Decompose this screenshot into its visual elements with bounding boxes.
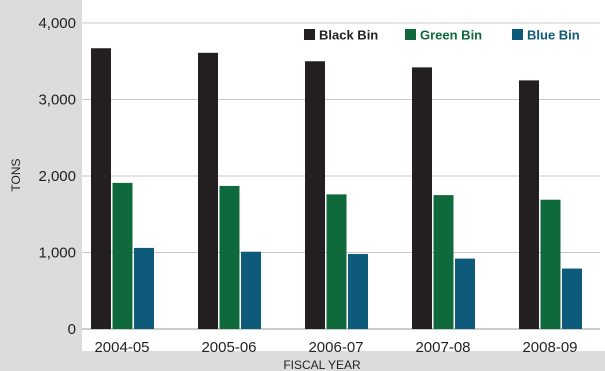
legend: Black Bin Green Bin Blue Bin (304, 28, 580, 43)
bar-black-bin-2007-08 (412, 67, 432, 330)
x-axis-ticks: 2004-05 2005-06 2006-07 2007-08 2008-09 (94, 339, 577, 356)
legend-label: Black Bin (319, 28, 378, 43)
y-axis-title: TONS (9, 158, 23, 191)
panel-corner-curve (0, 351, 605, 371)
y-axis-ticks: 0 1,000 2,000 3,000 4,000 (38, 15, 76, 338)
x-axis-title: FISCAL YEAR (283, 358, 361, 371)
x-tick-label: 2005-06 (201, 339, 256, 356)
x-tick-label: 2004-05 (94, 339, 149, 356)
bar-black-bin-2004-05 (91, 48, 111, 330)
y-tick-label: 1,000 (38, 245, 76, 262)
y-tick-label: 4,000 (38, 15, 76, 32)
legend-label: Green Bin (420, 28, 482, 43)
bar-blue-bin-2007-08 (455, 258, 475, 329)
bar-green-bin-2006-07 (326, 194, 347, 329)
bar-green-bin-2005-06 (219, 185, 240, 329)
x-tick-label: 2008-09 (522, 339, 577, 356)
y-tick-label: 2,000 (38, 168, 76, 185)
bar-blue-bin-2008-09 (562, 268, 582, 329)
legend-label: Blue Bin (527, 28, 580, 43)
bar-green-bin-2008-09 (540, 199, 561, 329)
y-tick-label: 3,000 (38, 92, 76, 109)
legend-swatch (304, 29, 315, 40)
bar-green-bin-2007-08 (433, 195, 454, 329)
bar-green-bin-2004-05 (112, 182, 133, 329)
bar-blue-bin-2004-05 (134, 247, 154, 329)
y-tick-label: 0 (68, 321, 76, 338)
bar-blue-bin-2006-07 (348, 254, 368, 329)
bar-blue-bin-2005-06 (241, 251, 261, 329)
legend-swatch (512, 29, 523, 40)
bar-black-bin-2006-07 (305, 61, 325, 329)
bar-black-bin-2008-09 (519, 80, 539, 329)
bars (91, 48, 582, 330)
x-tick-label: 2006-07 (308, 339, 363, 356)
x-tick-label: 2007-08 (415, 339, 470, 356)
legend-swatch (405, 29, 416, 40)
bar-black-bin-2005-06 (198, 52, 218, 330)
